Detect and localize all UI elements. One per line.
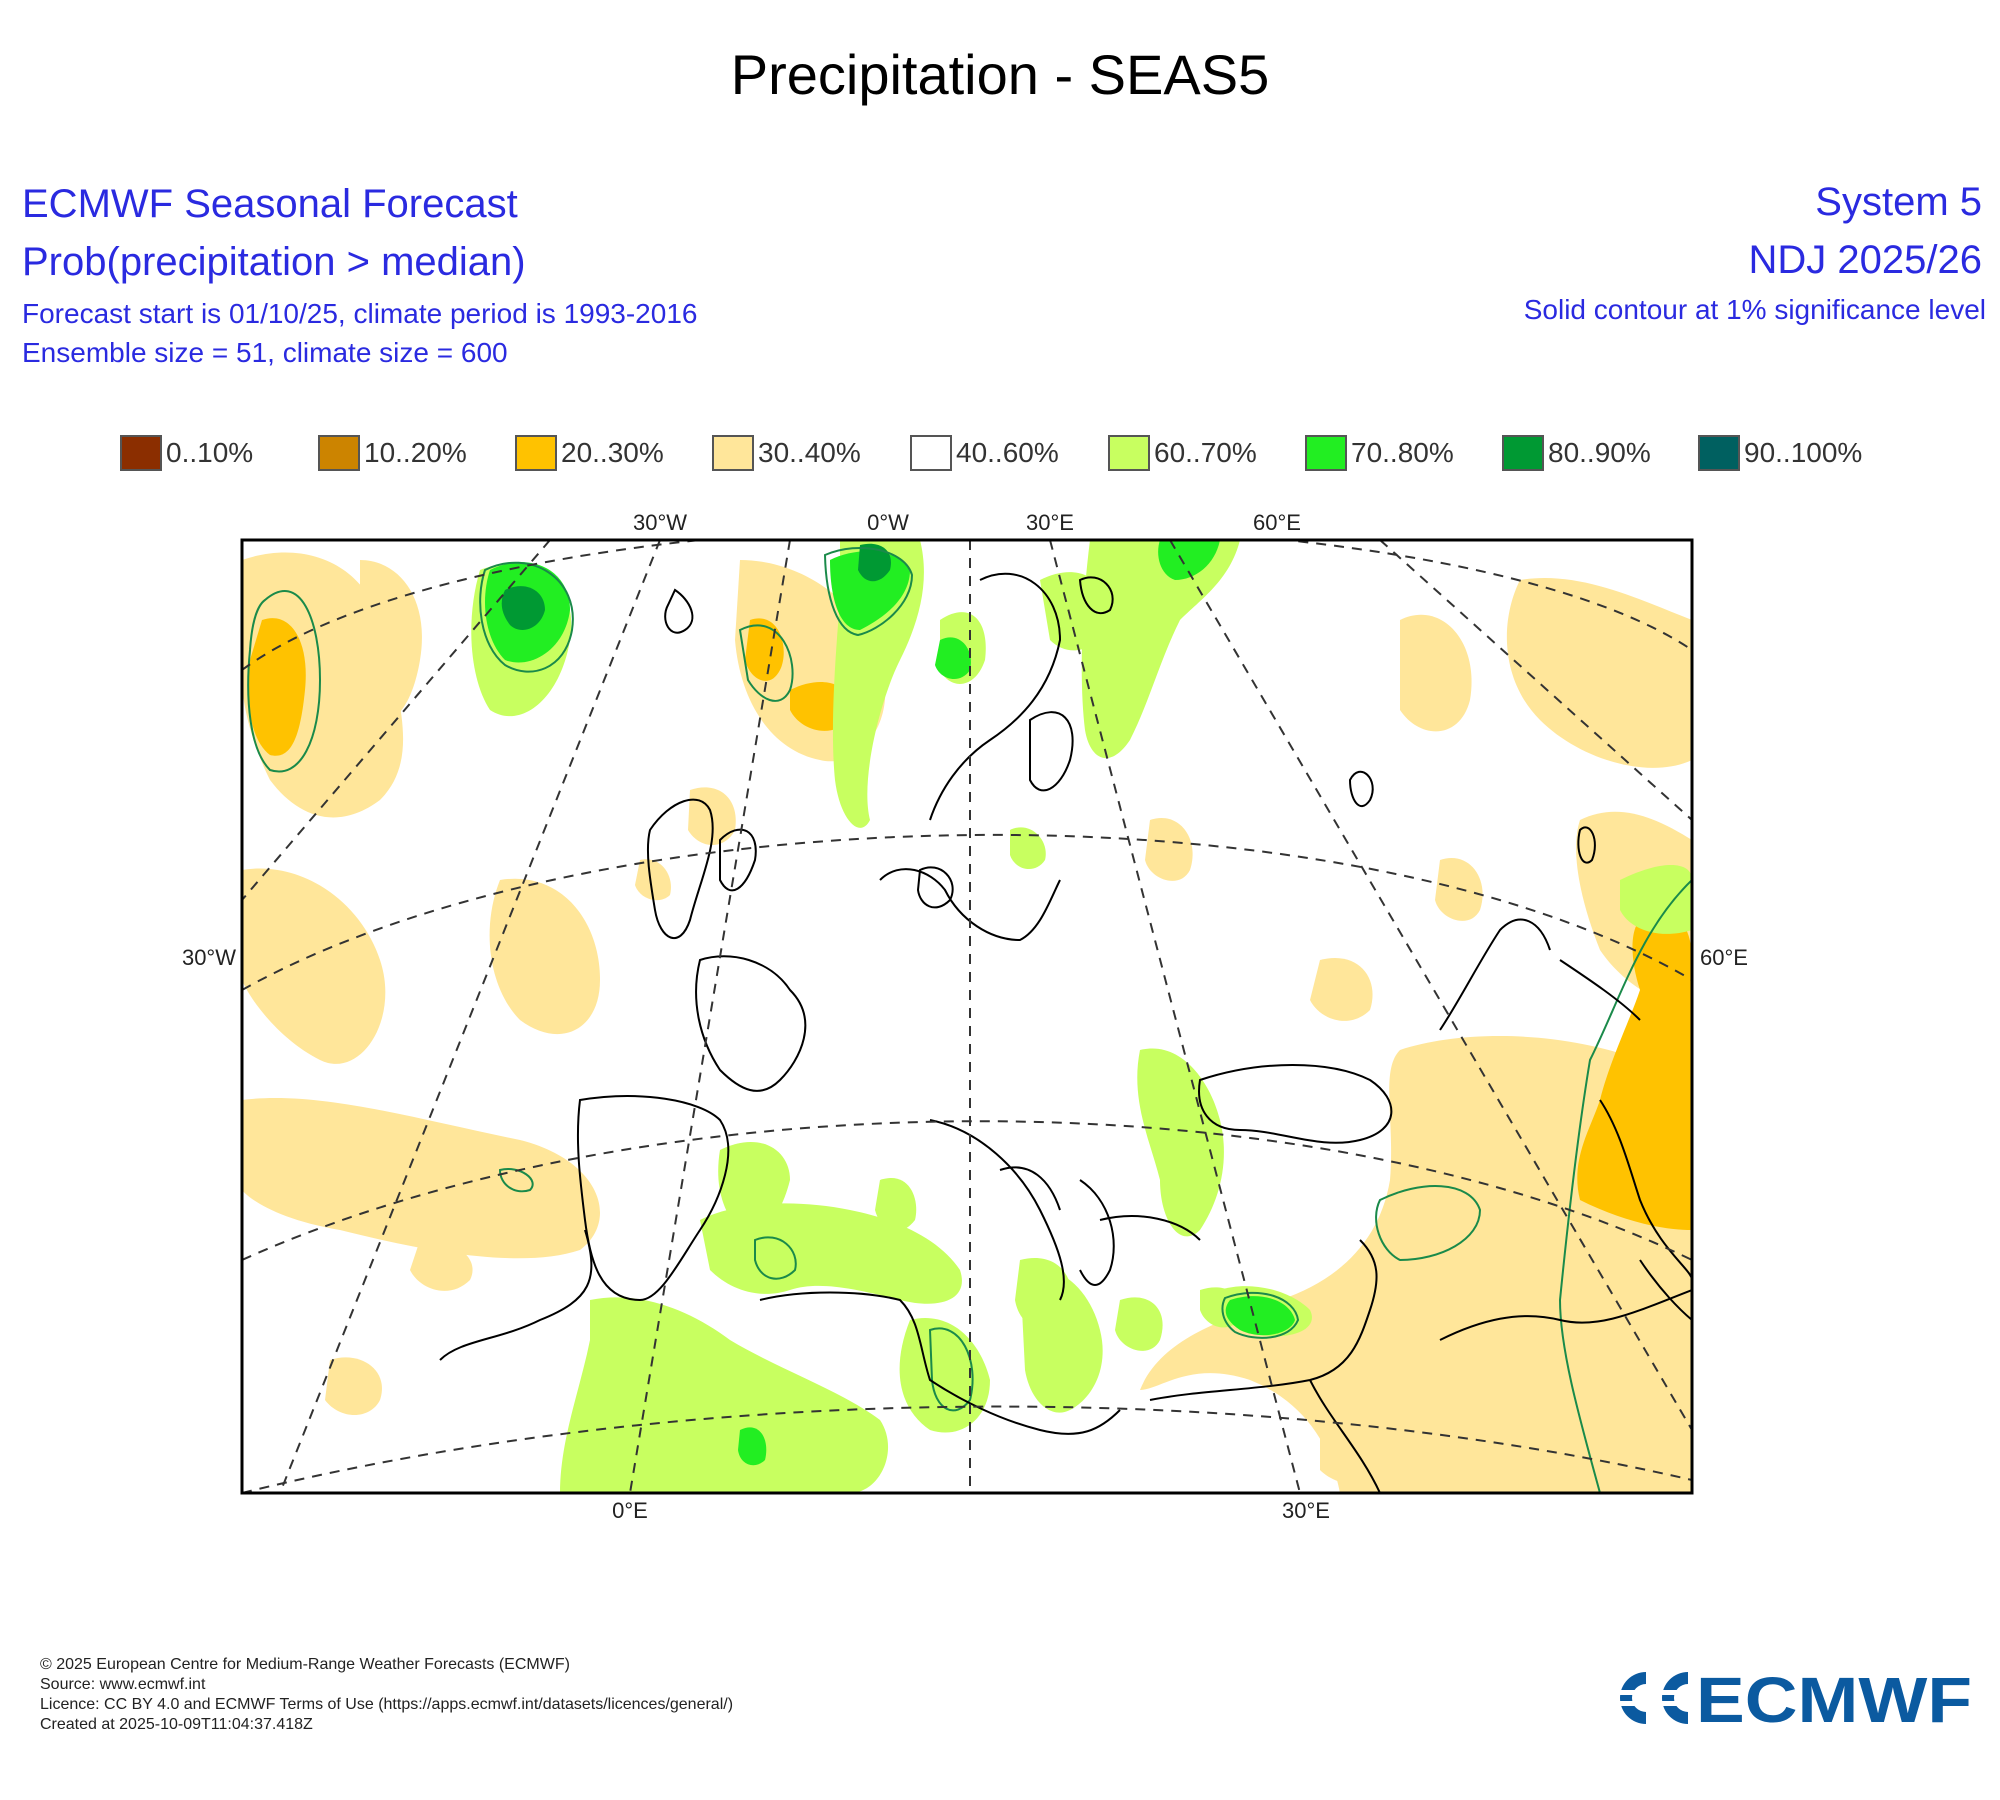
coastlines	[439, 572, 1692, 1493]
ecmwf-logo-mark	[1600, 1672, 1694, 1724]
graticule	[242, 540, 1692, 1493]
legend-item: 30..40%	[712, 430, 861, 476]
legend-swatch	[1698, 435, 1740, 471]
legend-swatch	[1108, 435, 1150, 471]
legend-swatch	[120, 435, 162, 471]
axis-label-right-60e: 60°E	[1700, 945, 1748, 970]
legend-item: 10..20%	[318, 430, 467, 476]
footer-copyright: © 2025 European Centre for Medium-Range …	[40, 1656, 570, 1673]
page-title: Precipitation - SEAS5	[730, 43, 1270, 106]
probability-map: 30°W 0°W 30°E 60°E 0°E 30°E 30°W 60°E	[182, 510, 1748, 1523]
map-frame	[240, 538, 1694, 1495]
fill-30-40	[242, 552, 1692, 1493]
footer-source: Source: www.ecmwf.int	[40, 1676, 206, 1693]
axis-label-top-30w: 30°W	[633, 510, 687, 535]
axis-label-left-30w: 30°W	[182, 945, 236, 970]
axis-label-top-0w: 0°W	[867, 510, 909, 535]
legend-label: 0..10%	[166, 437, 254, 468]
legend-label: 60..70%	[1154, 437, 1257, 468]
footer-licence: Licence: CC BY 4.0 and ECMWF Terms of Us…	[40, 1696, 734, 1713]
forecast-start-info: Forecast start is 01/10/25, climate peri…	[22, 298, 698, 329]
legend-swatch	[712, 435, 754, 471]
forecast-variable: Prob(precipitation > median)	[22, 240, 526, 284]
legend-swatch	[1502, 435, 1544, 471]
system-label: System 5	[1815, 180, 1982, 224]
axis-label-top-60e: 60°E	[1253, 510, 1301, 535]
ecmwf-logo-text: ECMWF	[1696, 1666, 1972, 1730]
legend-item: 70..80%	[1305, 430, 1454, 476]
fill-80-90	[501, 543, 891, 630]
legend-item: 90..100%	[1698, 430, 1862, 476]
footer-credits: © 2025 European Centre for Medium-Range …	[40, 1655, 733, 1735]
legend-swatch	[515, 435, 557, 471]
legend-label: 10..20%	[364, 437, 467, 468]
legend-swatch	[910, 435, 952, 471]
fill-20-30	[248, 618, 1692, 1230]
legend-label: 90..100%	[1744, 437, 1863, 468]
footer-created: Created at 2025-10-09T11:04:37.418Z	[40, 1716, 313, 1733]
probability-fields	[242, 540, 1692, 1493]
axis-label-top-30e: 30°E	[1026, 510, 1074, 535]
fill-70-80	[485, 540, 1295, 1466]
legend-label: 80..90%	[1548, 437, 1651, 468]
season-label: NDJ 2025/26	[1748, 238, 1982, 282]
significance-contours	[247, 547, 1692, 1493]
forecast-heading: ECMWF Seasonal Forecast	[22, 182, 518, 226]
axis-label-bottom-30e: 30°E	[1282, 1498, 1330, 1523]
legend-label: 20..30%	[561, 437, 664, 468]
axis-label-bottom-0e: 0°E	[612, 1498, 648, 1523]
legend-swatch	[318, 435, 360, 471]
significance-note: Solid contour at 1% significance level	[1523, 294, 1986, 325]
legend-item: 0..10%	[120, 430, 253, 476]
legend-item: 80..90%	[1502, 430, 1651, 476]
legend-item: 60..70%	[1108, 430, 1257, 476]
ecmwf-logo: ECMWF	[1600, 1666, 1972, 1730]
legend-item: 40..60%	[910, 430, 1059, 476]
legend-item: 20..30%	[515, 430, 664, 476]
legend-label: 70..80%	[1351, 437, 1454, 468]
legend-label: 40..60%	[956, 437, 1059, 468]
ensemble-info: Ensemble size = 51, climate size = 600	[22, 337, 508, 368]
color-legend: 0..10% 10..20% 20..30% 30..40% 40..60% 6…	[0, 430, 2000, 476]
legend-label: 30..40%	[758, 437, 861, 468]
legend-swatch	[1305, 435, 1347, 471]
